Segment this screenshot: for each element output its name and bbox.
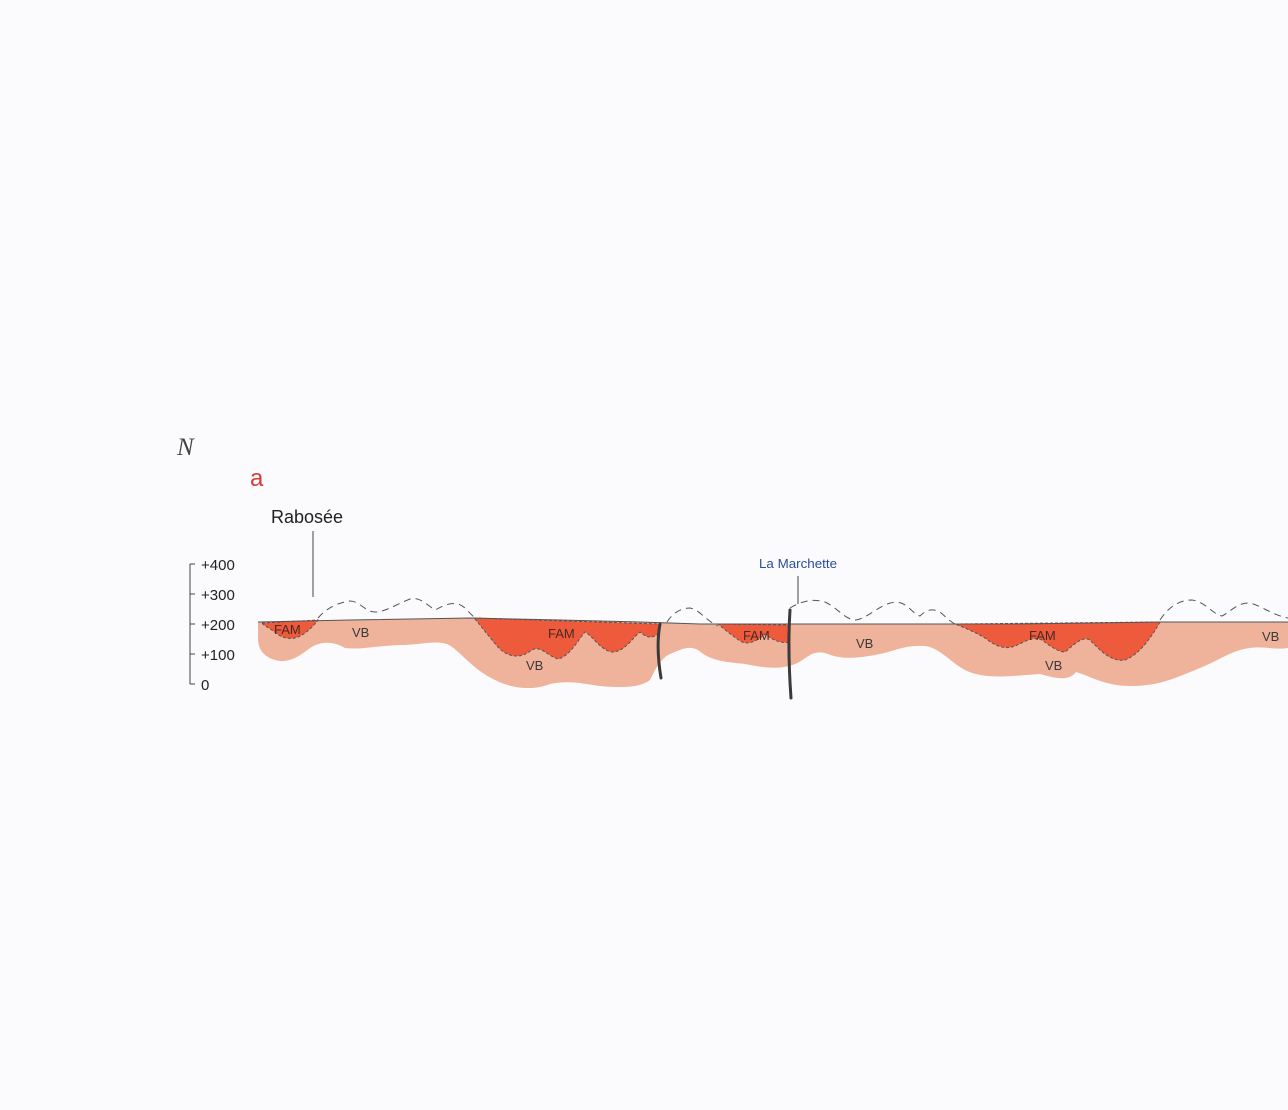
fault-line [656, 622, 663, 680]
unit-label-vb: VB [856, 636, 873, 651]
unit-label-fam: FAM [1029, 628, 1056, 643]
eroded-surface-la-marchette [789, 599, 956, 625]
topographic-surface-line [257, 617, 1288, 625]
place-label-rabosee: Rabosée [271, 507, 343, 527]
eroded-surface-central [666, 607, 719, 627]
scale-tick-label: +100 [201, 647, 235, 664]
eroded-surface-rabosee [317, 597, 475, 619]
fault-line [787, 608, 793, 700]
fam-unit-rabosee [261, 619, 320, 639]
unit-label-vb: VB [526, 658, 543, 673]
elevation-scale: +400 +300 +200 +100 0 [189, 557, 235, 694]
eroded-surface-east [1159, 599, 1288, 621]
fam-unit-central [472, 617, 661, 660]
scale-tick-label: +300 [201, 587, 235, 604]
panel-label: a [250, 465, 264, 492]
unit-label-fam: FAM [548, 626, 575, 641]
unit-label-vb: VB [1045, 658, 1062, 673]
fam-unit-la-marchette [716, 623, 791, 644]
orientation-label: N [176, 434, 195, 461]
scale-tick-label: +200 [201, 617, 235, 634]
place-label-la-marchette: La Marchette [759, 556, 837, 571]
scale-tick-label: 0 [201, 677, 209, 694]
unit-label-fam: FAM [274, 622, 301, 637]
unit-label-vb: VB [352, 625, 369, 640]
scale-tick-label: +400 [201, 557, 235, 574]
unit-label-vb: VB [1262, 629, 1279, 644]
unit-label-fam: FAM [743, 628, 770, 643]
fam-unit-east [954, 621, 1161, 661]
